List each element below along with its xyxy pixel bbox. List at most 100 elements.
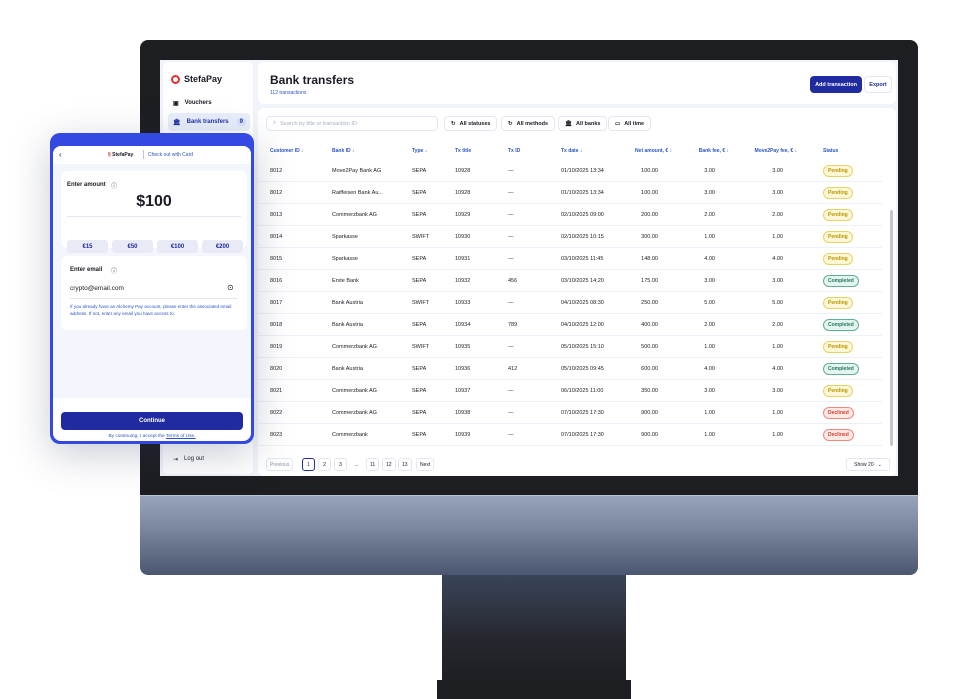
table-row[interactable]: 8013 Commerzbank AG SEPA 10929 — 02/10/2025 0… [258,204,882,226]
table-cell: Sparkasse [332,256,358,262]
table-cell: — [508,256,514,262]
table-row[interactable]: 8016 Erste Bank SEPA 10932 456 03/10/2025 14:… [258,270,882,292]
column-header[interactable]: Bank fee, € ↓ [698,148,729,154]
table-cell: 100.00 [641,168,658,174]
table-cell: 02/10/2025 09:00 [561,212,604,218]
table-row[interactable]: 8018 Bank Austria SEPA 10934 789 04/10/2025 1… [258,314,882,336]
table-cell: 10934 [455,322,471,328]
table-row[interactable]: 8021 Commerzbank AG SEPA 10937 — 06/10/2025 1… [258,380,882,402]
page-button[interactable]: 2 [318,458,331,471]
table-cell: 10938 [455,410,471,416]
amount-chip[interactable]: €15 [67,240,108,253]
column-header[interactable]: Net amount, € ↓ [635,148,672,154]
column-header[interactable]: Status [823,148,839,154]
table-cell: 10930 [455,234,471,240]
table-cell: 456 [508,278,518,284]
add-transaction-button[interactable]: Add transaction [810,76,862,93]
continue-button[interactable]: Continue [61,412,243,430]
previous-page-button[interactable]: Previous [266,458,294,471]
table-cell: 3.00 [772,168,783,174]
page-button[interactable]: 1 [302,458,315,471]
column-header[interactable]: Customer ID ↓ [270,148,304,154]
export-button[interactable]: Export [864,76,892,93]
page-button[interactable]: 12 [382,458,396,471]
page-button[interactable]: 3 [334,458,347,471]
table-cell: 4.00 [704,256,715,262]
methods-filter[interactable]: ↻ All methods [501,116,556,131]
search-input[interactable]: ⌕ Search by title or transaction ID [266,116,438,131]
table-cell: 3.00 [772,190,783,196]
table-cell: — [508,388,514,394]
search-icon: ⌕ [273,120,277,126]
amount-chip[interactable]: €200 [202,240,243,253]
table-cell: 3.00 [772,278,783,284]
table-cell: 2.00 [772,212,783,218]
table-cell: — [508,190,514,196]
page-size-select[interactable]: Show 20 ⌄ [846,458,890,471]
next-page-button[interactable]: Next [416,458,435,471]
email-field[interactable]: crypto@email.com [70,285,124,292]
time-filter[interactable]: ▭ All time [608,116,652,131]
table-cell: 1.00 [704,344,715,350]
table-cell: 10936 [455,366,471,372]
table-row[interactable]: 8012 Raiffeisen Bank Au... SEPA 10928 — 01/10… [258,182,882,204]
table-cell: Commerzbank AG [332,212,377,218]
terms-link[interactable]: Terms of Use. [165,434,196,439]
back-icon[interactable]: ‹ [59,150,62,159]
scrollbar[interactable] [890,210,893,446]
page-title: Bank transfers [270,73,355,87]
table-row[interactable]: 8019 Commerzbank AG SWIFT 10935 — 05/10/2025 … [258,336,882,358]
column-header[interactable]: Tx ID [508,148,521,154]
column-header[interactable]: Tx date ↓ [561,148,583,154]
table-row[interactable]: 8020 Bank Austria SEPA 10936 412 05/10/2025 0… [258,358,882,380]
table-row[interactable]: 8017 Bank Austria SWIFT 10933 — 04/10/2025 08… [258,292,882,314]
stefapay-logo-icon [171,74,180,84]
table-row[interactable]: 8015 Sparkasse SEPA 10931 — 03/10/2025 11:45 1… [258,248,882,270]
table-cell: Move2Pay Bank AG [332,168,382,174]
table-cell: 10931 [455,256,471,262]
status-badge: Pending [823,209,853,221]
table-cell: — [508,344,514,350]
column-header[interactable]: Type ↓ [412,148,428,154]
column-header[interactable]: Bank ID ↓ [332,148,355,154]
table-cell: — [508,410,514,416]
status-badge: Pending [823,297,853,309]
banks-filter[interactable]: 🏛 All banks [558,116,608,131]
table-cell: SEPA [412,168,427,174]
table-cell: 3.00 [704,388,715,394]
table-cell: SEPA [412,388,427,394]
table-row[interactable]: 8023 Commerzbank SEPA 10939 — 07/10/2025 17:3… [258,424,882,446]
amount-input[interactable]: $100 [136,193,172,210]
table-cell: 06/10/2025 11:00 [561,388,604,394]
page-button[interactable]: 11 [366,458,380,471]
table-cell: 900.00 [641,432,658,438]
sidebar-item-vouchers[interactable]: ▣ Vouchers [173,100,212,107]
table-cell: — [508,234,514,240]
table-cell: 3.00 [772,388,783,394]
table-cell: Bank Austria [332,322,363,328]
status-badge: Declined [823,407,854,419]
clear-icon[interactable]: ⊙ [227,283,234,292]
amount-chip[interactable]: €50 [112,240,153,253]
table-cell: 10933 [455,300,471,306]
table-row[interactable]: 8014 Sparkasse SWIFT 10930 — 02/10/2025 10:15… [258,226,882,248]
table-cell: 3.00 [704,190,715,196]
table-cell: 600.00 [641,366,658,372]
table-row[interactable]: 8012 Move2Pay Bank AG SEPA 10928 — 01/10/2025… [258,160,882,182]
table-cell: — [508,212,514,218]
status-badge: Pending [823,231,853,243]
amount-chip[interactable]: €100 [157,240,198,253]
table-cell: Bank Austria [332,300,363,306]
table-cell: 04/10/2025 08:30 [561,300,604,306]
sidebar-item-bank-transfers[interactable]: 🏛 Bank transfers 9 [168,113,250,131]
status-filter[interactable]: ↻ All statuses [444,116,498,131]
table-cell: Commerzbank AG [332,410,377,416]
table-cell: 400.00 [641,322,658,328]
status-badge: Pending [823,187,853,199]
table-cell: SWIFT [412,300,430,306]
table-row[interactable]: 8022 Commerzbank AG SEPA 10938 — 07/10/2025 1… [258,402,882,424]
column-header[interactable]: Move2Pay fee, € ↓ [754,148,797,154]
page-button[interactable]: 13 [398,458,412,471]
logout-button[interactable]: ⇥ Log out [173,456,205,463]
column-header[interactable]: Tx title [455,148,472,154]
